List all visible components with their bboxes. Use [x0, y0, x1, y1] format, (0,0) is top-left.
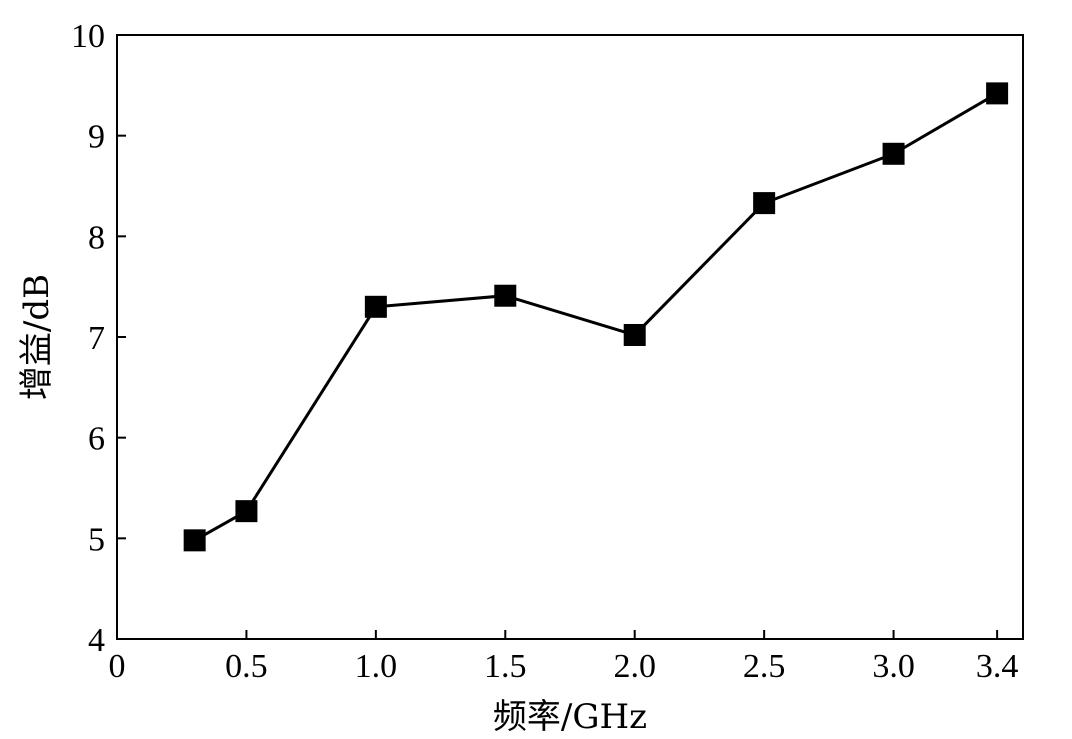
x-axis-ticks: 0 0.5 1.0 1.5 2.0 2.5 3.0 3.4	[109, 630, 1019, 685]
plot-frame	[116, 34, 1024, 640]
y-tick-label: 5	[88, 521, 105, 558]
x-tick-label: 1.5	[484, 648, 527, 685]
y-tick-label: 4	[88, 622, 105, 659]
series-line	[193, 92, 998, 542]
y-tick-label: 10	[71, 18, 105, 55]
y-tick-label: 6	[88, 421, 105, 458]
data-point-marker	[753, 192, 776, 215]
x-axis-label: 频率/GHz	[493, 697, 647, 737]
x-tick-label: 3.4	[976, 648, 1019, 685]
x-tick-label: 3.0	[872, 648, 915, 685]
y-axis-label: 增益/dB	[17, 274, 57, 400]
x-tick-label: 0.5	[225, 648, 268, 685]
x-tick-label: 2.0	[613, 648, 656, 685]
data-point-marker	[882, 142, 905, 165]
data-point-marker	[364, 295, 387, 318]
y-tick-label: 8	[88, 219, 105, 256]
data-point-marker	[494, 284, 517, 307]
data-point-marker	[623, 323, 646, 346]
x-tick-label: 2.5	[743, 648, 786, 685]
data-point-marker	[986, 82, 1009, 105]
series-layer	[183, 82, 1009, 552]
data-point-marker	[183, 529, 206, 552]
y-tick-label: 7	[88, 320, 105, 357]
y-tick-label: 9	[88, 119, 105, 156]
y-axis-ticks: 4 5 6 7 8 9 10	[71, 18, 126, 659]
data-point-marker	[235, 500, 258, 523]
x-tick-label: 0	[109, 648, 126, 685]
x-tick-label: 1.0	[355, 648, 398, 685]
